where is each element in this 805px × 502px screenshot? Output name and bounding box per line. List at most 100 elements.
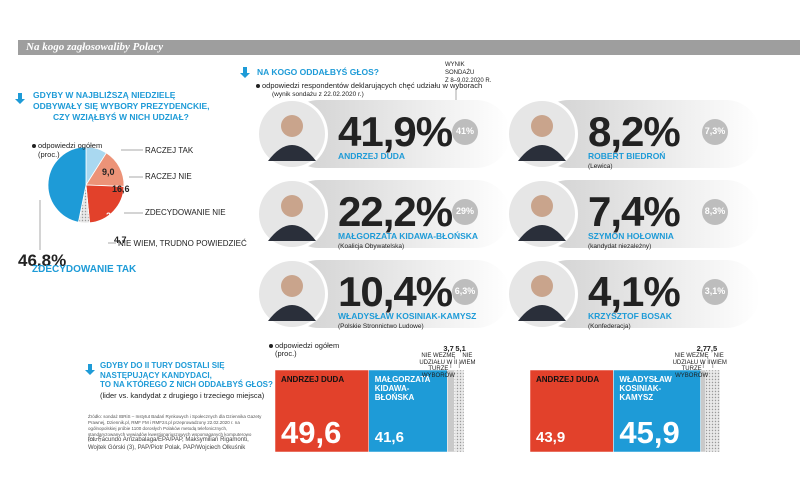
party: (Konfederacja) [588, 323, 631, 330]
photo-body [518, 145, 566, 161]
value-label: 49,6 [281, 415, 342, 450]
credits: Wojtek Górski (3), PAP/Piotr Polak, PAP/… [88, 445, 246, 451]
candidate-name: MAŁGORZATA KIDAWA-BŁOŃSKA [338, 231, 479, 241]
previous-circle [702, 199, 728, 225]
bar-note: odpowiedzi ogółem [275, 341, 340, 350]
bar-segment [274, 369, 369, 453]
card-band [285, 260, 510, 328]
photo-head [531, 195, 553, 217]
bullet [269, 344, 273, 348]
card-band [285, 180, 510, 248]
series-name: NIE WIEM [710, 353, 727, 366]
photo-head [281, 195, 303, 217]
result: 22,2% [338, 188, 453, 235]
pie-question: GDYBY W NAJBLIŻSZĄ NIEDZIELĘ [33, 90, 176, 100]
bar-segment [705, 369, 721, 453]
previous-circle [452, 199, 478, 225]
pie-slice [85, 184, 125, 224]
party: (Koalicja Obywatelska) [338, 243, 405, 250]
previous-header: SONDAŻU [445, 70, 475, 76]
previous-header: WYNIK [445, 62, 465, 68]
header-bar [18, 40, 800, 55]
pie-note: (proc.) [38, 150, 60, 159]
credits: fot. Facundo Arrizabalaga/EPA/PAP, Maksy… [88, 437, 249, 443]
previous-header: Z 8–9.02.2020 R. [445, 78, 492, 84]
party: (kandydat niezależny) [588, 243, 652, 250]
previous-circle [702, 279, 728, 305]
second-round-subtitle: (lider vs. kandydat z drugiego i trzecie… [100, 391, 265, 400]
previous-circle [452, 119, 478, 145]
second-round-question: TO NA KTÓREGO Z NICH ODDAŁBYŚ GŁOS? [100, 380, 273, 389]
pie-value-label: 9,0 [102, 167, 115, 177]
previous-result: 6,3% [454, 286, 476, 296]
header-title: Na kogo zagłosowaliby Polacy [26, 41, 164, 53]
photo-body [268, 145, 316, 161]
bar-segment [613, 369, 701, 453]
series-name: NIE WIEM [459, 353, 476, 366]
previous-result: 8,3% [704, 206, 726, 216]
result: 4,1% [588, 268, 681, 315]
poll-note-date: (wynik sondażu z 22.02.2020 r.) [272, 91, 364, 98]
bar-note: (proc.) [275, 349, 297, 358]
pie-category: ZDECYDOWANIE NIE [145, 208, 226, 217]
value-label: 41,6 [374, 429, 404, 446]
bar-segment [454, 369, 465, 453]
previous-result: 7,3% [704, 126, 726, 136]
series-name: WŁADYSŁAW KOSINIAK-KAMYSZ [619, 375, 672, 402]
arrow-icon [85, 364, 95, 375]
series-name: NIE WEZMĘ UDZIAŁU W II TURZE WYBORÓW [419, 353, 458, 379]
previous-circle [452, 279, 478, 305]
previous-result: 3,1% [704, 286, 726, 296]
bar-segment [447, 369, 455, 453]
photo-head [531, 115, 553, 137]
card-band [535, 260, 760, 328]
pie-slice [47, 146, 87, 223]
candidate-name: ANDRZEJ DUDA [338, 151, 406, 161]
candidate-name: SZYMON HOŁOWNIA [588, 231, 674, 241]
series-name: MAŁGORZATA KIDAWA-BŁOŃSKA [374, 375, 431, 402]
party: (Lewica) [588, 163, 613, 170]
result: 7,4% [588, 188, 681, 235]
candidate-name: KRZYSZTOF BOSAK [588, 311, 672, 321]
pie-value-label: 46,8% [18, 251, 67, 270]
party: (Polskie Stronnictwo Ludowe) [338, 323, 424, 330]
card-band [535, 100, 760, 168]
bar-segment [700, 369, 706, 453]
pie-category: ZDECYDOWANIE TAK [32, 264, 137, 275]
photo-body [518, 305, 566, 321]
value-label: 5,1 [455, 344, 466, 353]
pie-category: RACZEJ NIE [145, 172, 192, 181]
pie-question: CZY WZIĄŁBYŚ W NICH UDZIAŁ? [53, 112, 189, 122]
pie-value-label: 4,7 [114, 235, 127, 245]
value-label: 2,7 [696, 344, 708, 353]
photo-body [268, 305, 316, 321]
photo-body [268, 225, 316, 241]
series-name: ANDRZEJ DUDA [536, 375, 600, 384]
series-name: NIE WEZMĘ UDZIAŁU W II TURZE WYBORÓW [672, 353, 711, 379]
second-round-question: GDYBY DO II TURY DOSTALI SIĘ [100, 361, 225, 370]
poll-note: odpowiedzi respondentów deklarujących ch… [262, 81, 483, 90]
photo-body [518, 225, 566, 241]
pie-category: RACZEJ TAK [145, 146, 194, 155]
result: 41,9% [338, 108, 453, 155]
previous-circle [702, 119, 728, 145]
value-label: 3,7 [443, 344, 454, 353]
pie-question: ODBYWAŁY SIĘ WYBORY PREZYDENCKIE, [33, 101, 210, 111]
pie-value-label: 16,6 [112, 184, 130, 194]
pie-note: odpowiedzi ogółem [38, 141, 103, 150]
pie-category: NIE WIEM, TRUDNO POWIEDZIEĆ [118, 239, 247, 248]
poll-title: NA KOGO ODDAŁBYŚ GŁOS? [257, 67, 379, 77]
result: 10,4% [338, 268, 453, 315]
previous-result: 41% [455, 126, 474, 136]
series-name: ANDRZEJ DUDA [281, 375, 345, 384]
value-label: 43,9 [536, 429, 566, 446]
arrow-icon [15, 93, 25, 104]
pie-value-label: 22,9 [106, 211, 124, 221]
arrow-icon [240, 67, 250, 78]
value-label: 7,5 [706, 344, 718, 353]
source: Źródło: sondaż IBRiS – Instytut Badań Ry… [88, 414, 262, 443]
bullet [256, 84, 260, 88]
second-round-question: NASTĘPUJĄCY KANDYDACI, [100, 370, 212, 380]
